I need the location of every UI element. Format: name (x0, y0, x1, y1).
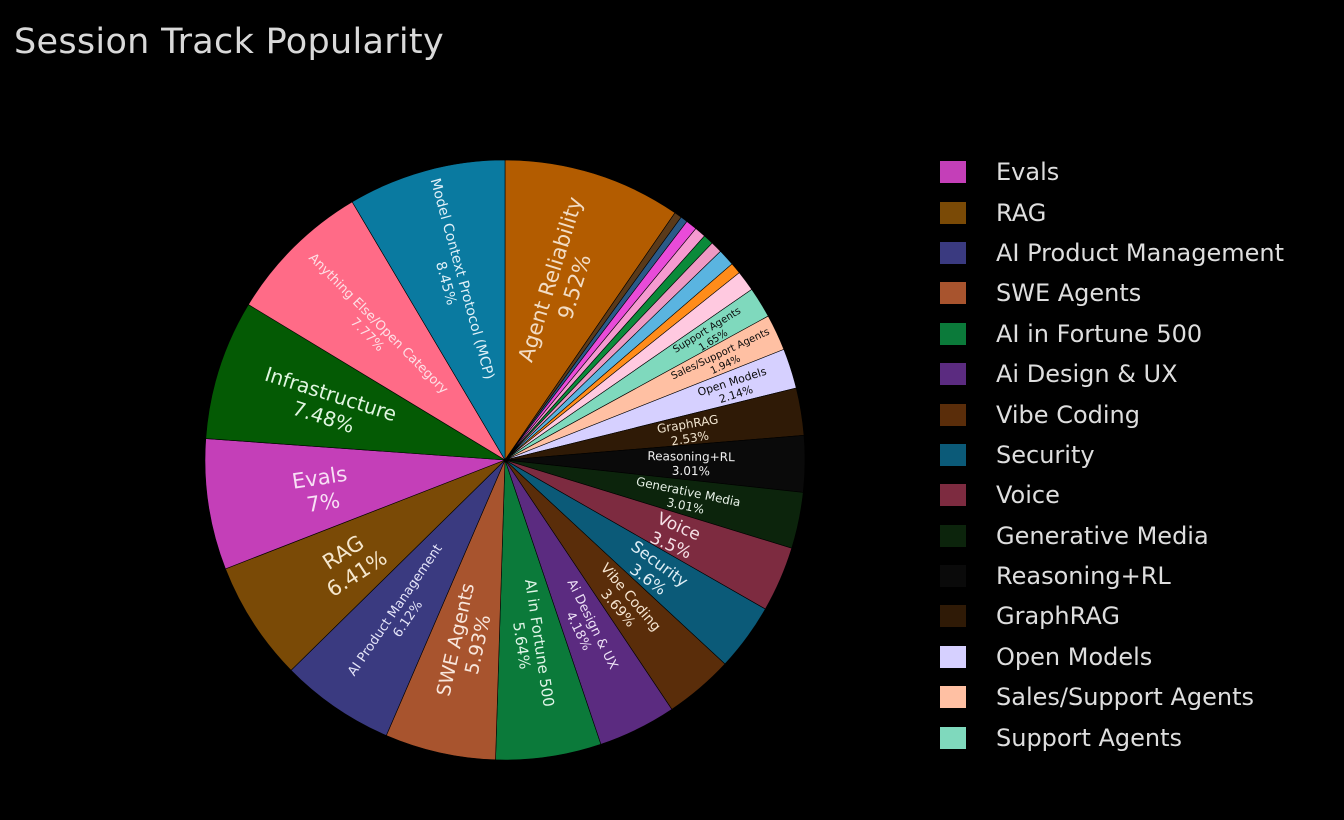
legend-item[interactable]: Voice (940, 475, 1284, 515)
legend-swatch (940, 484, 966, 507)
legend-label: Evals (996, 158, 1060, 187)
legend-item[interactable]: Open Models (940, 637, 1284, 677)
legend-item[interactable]: Security (940, 435, 1284, 475)
legend-swatch (940, 363, 966, 386)
slice-label: Reasoning+RL3.01% (647, 449, 735, 478)
slice-label-name: Reasoning+RL (647, 449, 735, 464)
legend-swatch (940, 686, 966, 709)
legend-item[interactable]: Sales/Support Agents (940, 677, 1284, 717)
pie-slice[interactable] (225, 459, 506, 671)
legend-item[interactable]: Reasoning+RL (940, 556, 1284, 596)
legend-swatch (940, 443, 966, 466)
legend-label: Reasoning+RL (996, 562, 1171, 591)
legend-label: Generative Media (996, 521, 1209, 550)
legend-item[interactable]: AI in Fortune 500 (940, 314, 1284, 354)
legend-label: GraphRAG (996, 602, 1120, 631)
legend-item[interactable]: Ai Design & UX (940, 354, 1284, 394)
pie-slice[interactable] (351, 159, 506, 462)
legend-swatch (940, 322, 966, 345)
slice-label-value: 2.53% (670, 428, 710, 448)
legend-item[interactable]: SWE Agents (940, 273, 1284, 313)
legend-item[interactable]: RAG (940, 192, 1284, 232)
legend-item[interactable]: GraphRAG (940, 596, 1284, 636)
legend-item[interactable]: AI Product Management (940, 233, 1284, 273)
legend-item[interactable]: Support Agents (940, 717, 1284, 757)
legend-swatch (940, 403, 966, 426)
legend-item[interactable]: Vibe Coding (940, 394, 1284, 434)
legend-swatch (940, 565, 966, 588)
legend-label: AI Product Management (996, 238, 1284, 267)
pie-slice[interactable] (247, 201, 506, 461)
legend-label: Open Models (996, 642, 1153, 671)
slice-label-value: 7% (305, 488, 342, 517)
legend-label: Vibe Coding (996, 400, 1140, 429)
pie-slice[interactable] (504, 159, 676, 461)
legend-label: SWE Agents (996, 279, 1142, 308)
legend-label: RAG (996, 198, 1047, 227)
slice-label-value: 3.01% (672, 464, 710, 478)
chart-title: Session Track Popularity (14, 22, 444, 62)
legend-swatch (940, 605, 966, 628)
legend-swatch (940, 241, 966, 264)
legend-swatch (940, 201, 966, 224)
legend-label: AI in Fortune 500 (996, 319, 1203, 348)
legend-item[interactable]: Generative Media (940, 516, 1284, 556)
legend-swatch (940, 161, 966, 184)
legend-swatch (940, 282, 966, 305)
pie-slice[interactable] (204, 438, 506, 570)
legend-label: Ai Design & UX (996, 360, 1178, 389)
legend-swatch (940, 645, 966, 668)
pie-slice[interactable] (205, 304, 506, 461)
legend-label: Support Agents (996, 723, 1183, 752)
legend-swatch (940, 524, 966, 547)
legend-label: Security (996, 440, 1095, 469)
legend-swatch (940, 726, 966, 749)
legend-label: Voice (996, 481, 1060, 510)
pie-slices (204, 159, 806, 761)
legend: Evals RAG AI Product Management SWE Agents A… (940, 152, 1284, 758)
pie-slice[interactable] (290, 459, 506, 736)
legend-label: Sales/Support Agents (996, 683, 1255, 712)
legend-item[interactable]: Evals (940, 152, 1284, 192)
